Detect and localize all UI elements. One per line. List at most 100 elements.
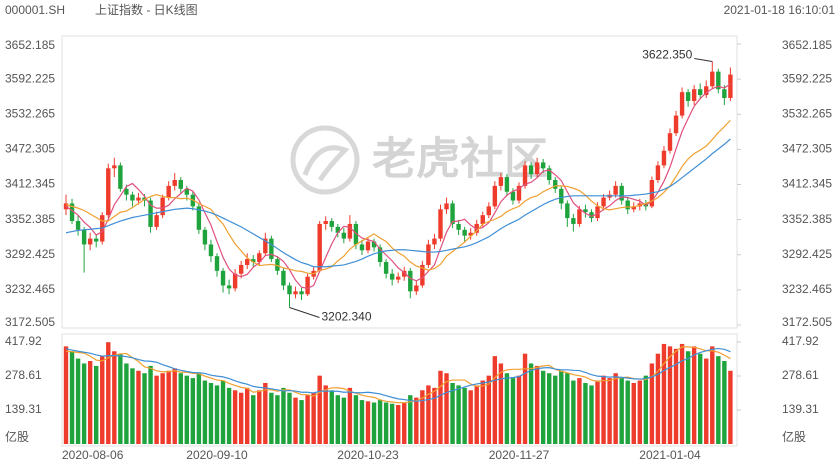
candle-body <box>383 262 389 274</box>
candle-body <box>710 71 715 87</box>
candle-body <box>528 165 534 175</box>
volume-bar <box>468 390 473 444</box>
candle-body <box>698 89 703 96</box>
candle-body <box>504 177 510 192</box>
volume-bar <box>208 382 214 444</box>
volume-bar <box>190 378 196 444</box>
volume-bar <box>450 382 455 444</box>
candle-body <box>124 188 129 195</box>
volume-bar <box>347 387 353 444</box>
volume-bar <box>251 395 256 444</box>
candle-body <box>722 89 727 99</box>
volume-bar <box>118 353 123 444</box>
annotation: 3622.350 <box>642 48 692 62</box>
volume-bar <box>595 380 600 444</box>
candle-body <box>184 188 189 195</box>
volume-bar <box>196 373 202 444</box>
volume-bar <box>136 370 141 444</box>
candle-body <box>450 203 455 224</box>
volume-bar <box>130 368 135 444</box>
volume-bar <box>275 395 280 444</box>
candle-body <box>522 165 528 186</box>
candle-body <box>728 74 733 99</box>
candle-body <box>456 223 461 230</box>
y-tick-label-right: 278.61 <box>782 368 819 382</box>
x-tick-label: 2021-01-04 <box>639 448 701 462</box>
volume-bar <box>257 390 262 444</box>
symbol: 000001.SH <box>5 3 65 17</box>
timestamp: 2021-01-18 16:10:01 <box>724 3 836 17</box>
volume-unit: 亿股 <box>5 429 29 444</box>
candle-body <box>208 244 214 257</box>
candle-body <box>583 209 588 213</box>
volume-bar <box>335 395 340 444</box>
volume-bar <box>148 365 153 444</box>
candle-body <box>347 223 353 239</box>
y-tick-label-right: 3532.265 <box>782 106 832 120</box>
candle-body <box>263 238 268 254</box>
y-tick-label: 3472.305 <box>5 142 55 156</box>
candle-body <box>178 180 183 189</box>
candle-body <box>238 264 244 274</box>
candle-body <box>94 238 99 242</box>
volume-bar <box>365 401 371 444</box>
ma-line <box>65 119 731 275</box>
volume-bar <box>232 390 238 444</box>
volume-bar <box>63 346 69 444</box>
candle-body <box>534 162 540 175</box>
candle-body <box>408 270 413 292</box>
candle-body <box>462 229 467 236</box>
y-tick-label-right: 3352.385 <box>782 212 832 226</box>
volume-bar <box>716 356 721 444</box>
candle-body <box>414 285 419 292</box>
candle-body <box>130 194 135 201</box>
y-tick-label: 3592.225 <box>5 71 55 85</box>
annotation: 3202.340 <box>321 310 371 324</box>
candle-body <box>305 276 310 295</box>
candle-body <box>317 223 322 271</box>
volume-bar <box>377 400 383 444</box>
candle-body <box>679 92 685 116</box>
volume-bar <box>154 375 159 444</box>
candle-body <box>196 206 202 230</box>
volume-bar <box>637 380 642 444</box>
candle-body <box>577 209 582 224</box>
volume-bar <box>317 375 322 444</box>
candle-body <box>595 206 600 219</box>
candle-body <box>553 180 558 189</box>
ma-line <box>65 138 731 268</box>
volume-bar <box>456 385 461 444</box>
volume-bar <box>661 343 667 444</box>
volume-bar <box>166 370 171 444</box>
volume-bar <box>112 351 117 444</box>
volume-bar <box>704 358 709 444</box>
volume-bar <box>94 365 99 444</box>
candle-body <box>251 259 256 263</box>
volume-bar <box>607 378 612 444</box>
volume-bar <box>293 397 298 444</box>
candle-body <box>226 285 232 289</box>
y-tick-label: 3352.385 <box>5 212 55 226</box>
candle-body <box>486 206 491 216</box>
candle-body <box>559 188 564 204</box>
volume-bar <box>245 387 250 444</box>
candle-body <box>685 92 691 101</box>
candle-body <box>214 256 220 271</box>
y-tick-label: 3652.185 <box>5 38 55 52</box>
candle-body <box>371 241 377 248</box>
price-panel <box>61 35 738 329</box>
x-tick-label: 2020-10-23 <box>337 448 399 462</box>
volume-bar <box>371 402 377 444</box>
volume-bar <box>299 400 304 444</box>
candle-body <box>118 165 123 189</box>
volume-bar <box>383 402 389 444</box>
volume-bar <box>589 385 594 444</box>
candle-body <box>571 218 576 224</box>
volume-panel <box>61 333 738 447</box>
candle-body <box>232 273 238 289</box>
candle-body <box>81 229 87 245</box>
volume-bar <box>667 346 673 444</box>
volume-bar <box>516 375 522 444</box>
candle-body <box>220 270 226 286</box>
candle-body <box>691 89 697 101</box>
